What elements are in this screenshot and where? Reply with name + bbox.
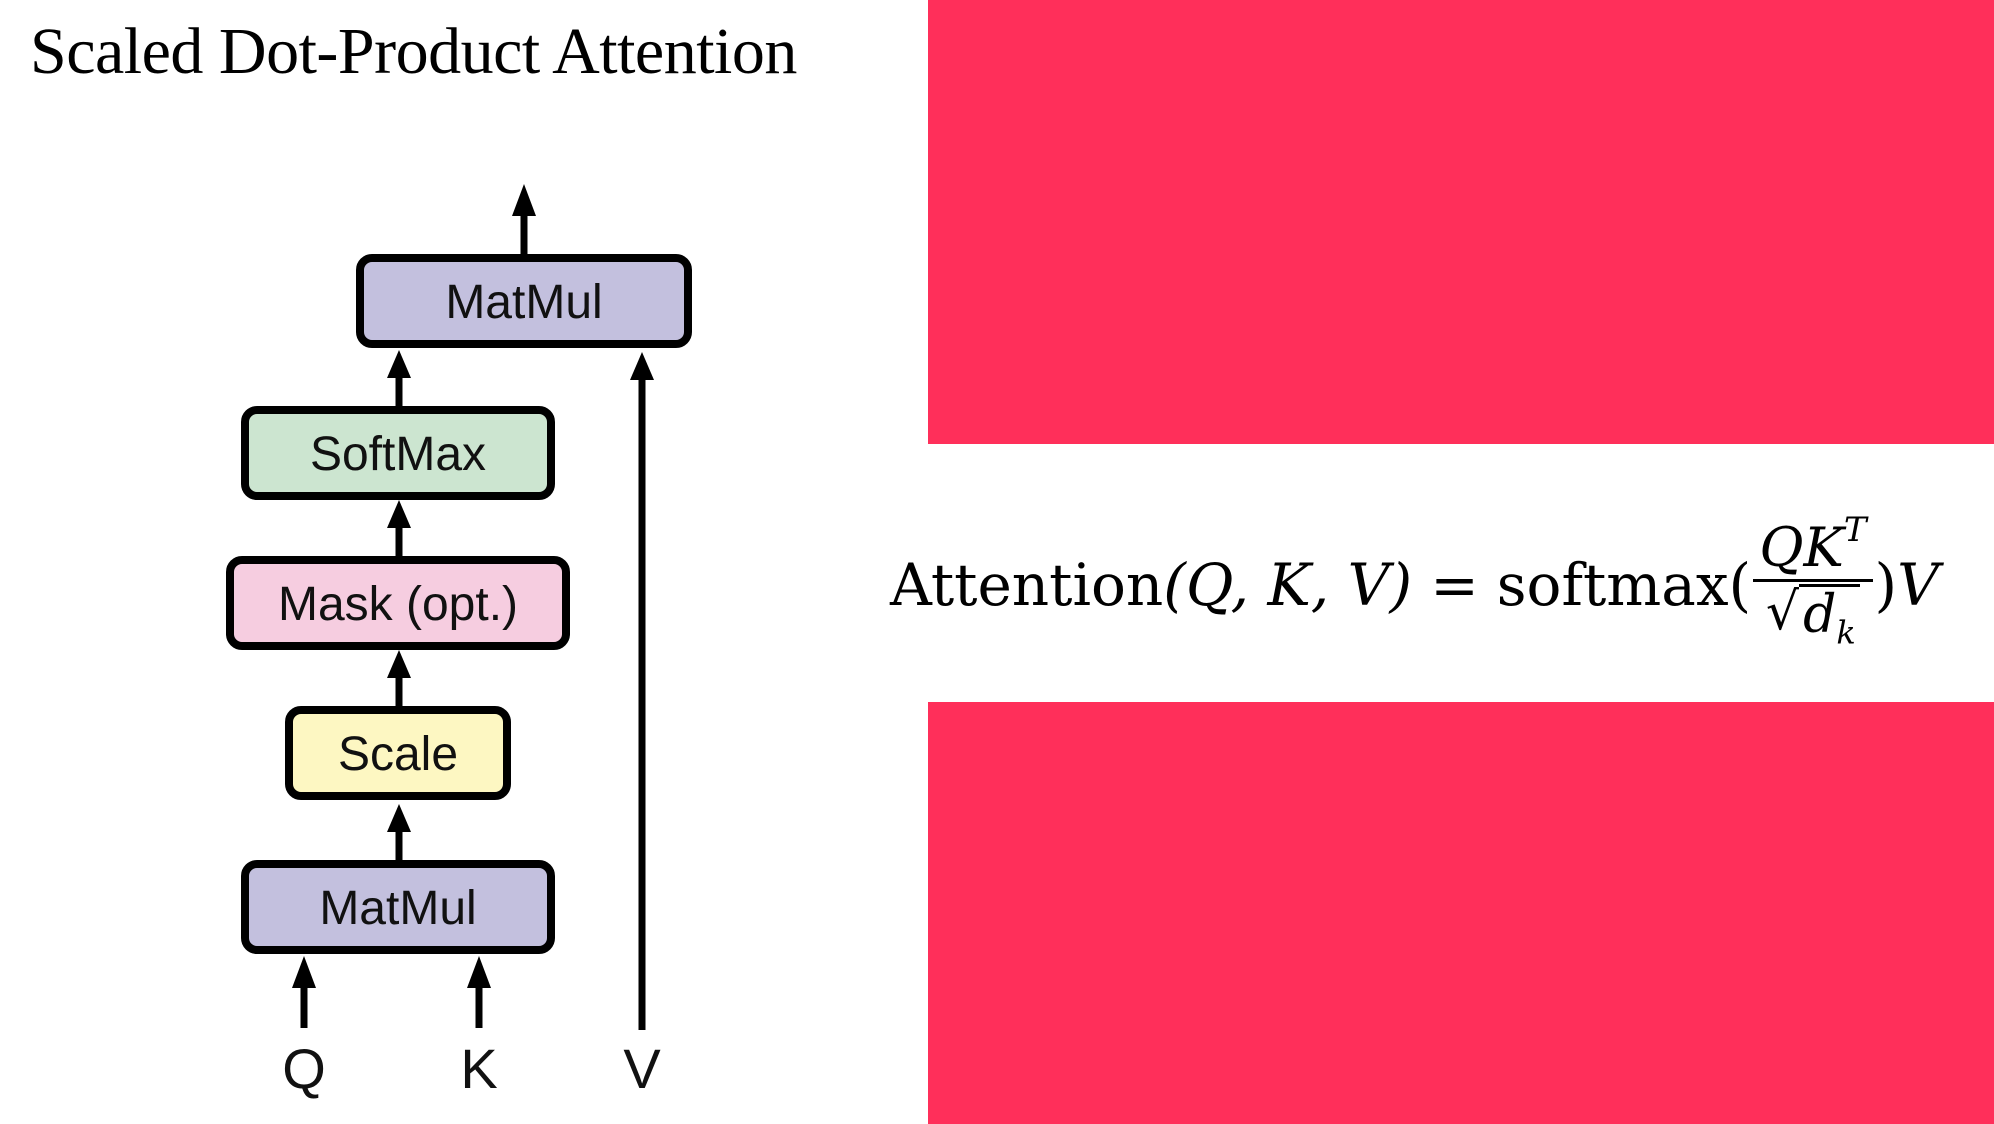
mask-block: Mask (opt.) (226, 556, 570, 650)
arrowheads (292, 184, 654, 988)
formula-denominator: √ dk (1765, 582, 1860, 651)
formula-fraction: QKT √ dk (1753, 510, 1873, 651)
input-q-label: Q (282, 1037, 326, 1100)
attention-diagram: MatMul SoftMax Mask (opt.) Scale MatMul … (226, 184, 692, 1100)
formula-args: (Q, K, V) (1163, 551, 1413, 619)
formula-open-paren: ( (1728, 551, 1752, 619)
input-k-label: K (460, 1037, 497, 1100)
attention-formula: Attention (Q, K, V) = softmax ( QKT √ dk… (890, 500, 1990, 670)
arrows (300, 212, 646, 1030)
softmax-block: SoftMax (241, 406, 555, 500)
scale-label: Scale (338, 728, 458, 781)
input-v-label: V (623, 1037, 661, 1100)
formula-equals: = (1430, 551, 1479, 619)
matmul-bottom-block: MatMul (241, 860, 555, 954)
mask-label: Mask (opt.) (278, 578, 518, 631)
page-title: Scaled Dot-Product Attention (30, 15, 797, 88)
red-block-bottom (928, 702, 1994, 1124)
scale-block: Scale (285, 706, 511, 800)
matmul-top-label: MatMul (445, 276, 602, 329)
formula-lhs: Attention (890, 551, 1164, 619)
matmul-top-block: MatMul (356, 254, 692, 348)
radical-sign: √ (1765, 582, 1800, 643)
formula-close-paren: ) (1874, 551, 1898, 619)
red-block-top (928, 0, 1994, 444)
fraction-bar (1753, 579, 1873, 583)
softmax-label: SoftMax (310, 428, 486, 481)
formula-fn: softmax (1496, 551, 1729, 619)
formula-numerator: QKT (1759, 510, 1867, 580)
formula-tail: V (1897, 551, 1940, 619)
matmul-bottom-label: MatMul (319, 882, 476, 935)
